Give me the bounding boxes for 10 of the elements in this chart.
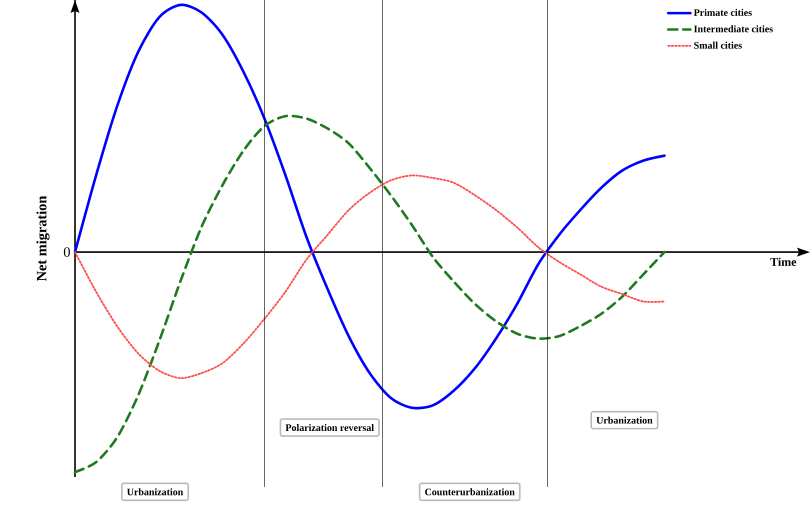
legend-label: Primate cities xyxy=(694,8,752,16)
legend-label: Small cities xyxy=(694,42,742,49)
legend-label: Intermediate cities xyxy=(694,25,773,32)
annotation: Urbanization xyxy=(596,416,653,424)
y-axis-title: Net migration xyxy=(36,196,50,282)
annotation: Polarization reversal xyxy=(286,424,374,432)
text: Time xyxy=(770,258,796,266)
annotation: 0 xyxy=(64,247,70,257)
text: Urbanization xyxy=(127,488,184,496)
text: Counterurbanization xyxy=(425,488,515,496)
